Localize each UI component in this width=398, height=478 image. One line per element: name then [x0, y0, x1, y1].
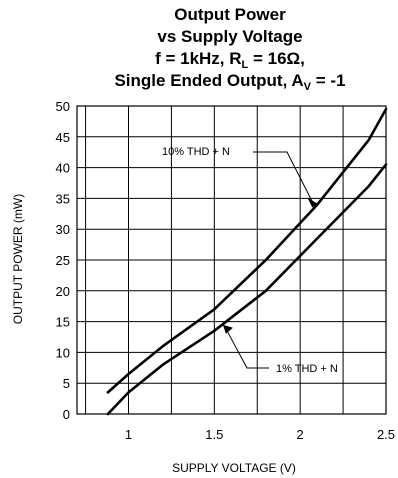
- plot-frame: [76, 105, 387, 415]
- y-tick-label: 20: [56, 284, 70, 299]
- title-line-1: Output Power: [174, 5, 286, 24]
- title-line-3-text: f = 1kHz, R: [155, 49, 241, 68]
- tick-labels: 0 5 10 15 20 25 30 35 40 45 50 1 1.5 2 2.5: [56, 99, 396, 442]
- series-annotations: 10% THD + N 1% THD + N: [162, 146, 338, 375]
- y-tick-label: 0: [63, 407, 70, 422]
- data-series: [106, 107, 388, 416]
- y-tick-label: 30: [56, 222, 70, 237]
- y-tick-label: 35: [56, 191, 70, 206]
- y-axis-label: OUTPUT POWER (mW): [11, 194, 25, 324]
- y-tick-label: 15: [56, 315, 70, 330]
- annotation-arrow-10pct: [307, 197, 318, 208]
- annotation-label-1pct: 1% THD + N: [276, 363, 338, 375]
- grid-lines: [77, 105, 386, 415]
- annotation-arrow-1pct: [222, 324, 233, 334]
- title-line-3: f = 1kHz, RL = 16Ω,: [155, 49, 305, 71]
- chart-title: Output Power vs Supply Voltage f = 1kHz,…: [114, 5, 345, 93]
- annotation-label-10pct: 10% THD + N: [162, 146, 230, 158]
- y-tick-label: 45: [56, 130, 70, 145]
- title-line-4-subscript: V: [304, 81, 312, 93]
- series-line-thd-10pct: [106, 107, 388, 394]
- y-tick-label: 10: [56, 345, 70, 360]
- title-line-3-subscript: L: [242, 59, 249, 71]
- x-tick-label: 1: [125, 427, 132, 442]
- title-line-3-rest: = 16Ω,: [248, 49, 305, 68]
- y-tick-label: 5: [63, 376, 70, 391]
- title-line-4-text: Single Ended Output, A: [114, 71, 303, 90]
- annotation-leader-1pct: [225, 328, 269, 369]
- x-tick-label: 2.5: [377, 427, 395, 442]
- annotation-leader-10pct: [253, 151, 316, 208]
- y-tick-label: 40: [56, 161, 70, 176]
- y-tick-label: 50: [56, 99, 70, 114]
- title-line-2: vs Supply Voltage: [157, 27, 302, 46]
- y-tick-label: 25: [56, 253, 70, 268]
- title-line-4-rest: = -1: [311, 71, 346, 90]
- title-line-4: Single Ended Output, AV = -1: [114, 71, 345, 93]
- x-tick-label: 1.5: [205, 427, 223, 442]
- x-tick-label: 2: [297, 427, 304, 442]
- series-line-thd-1pct: [106, 163, 388, 416]
- x-axis-label: SUPPLY VOLTAGE (V): [172, 461, 296, 475]
